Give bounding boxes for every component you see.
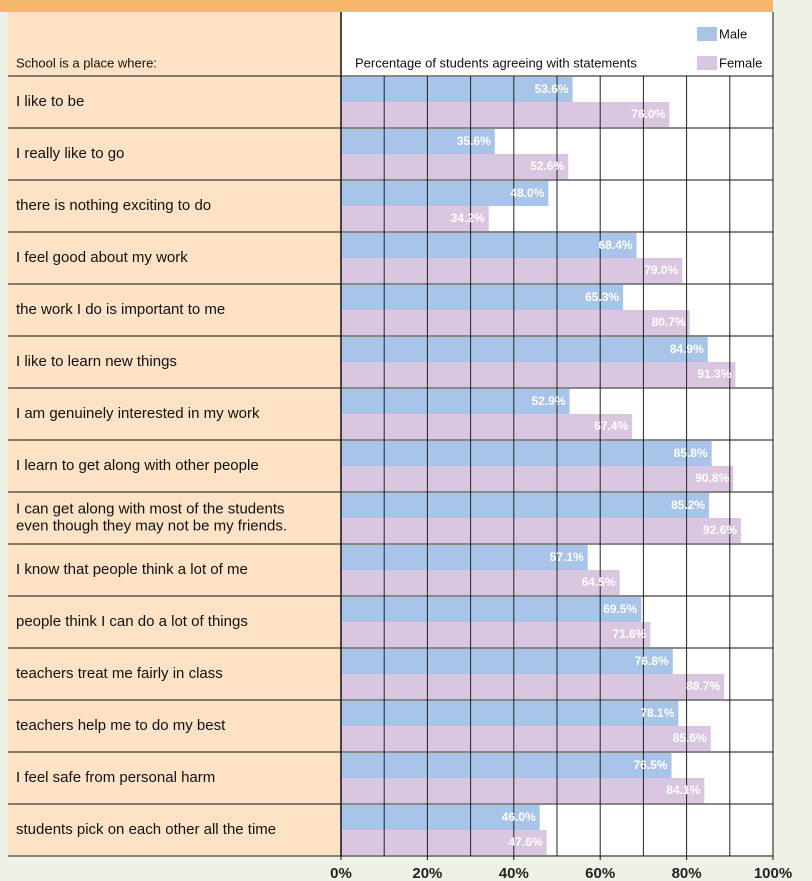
bar bbox=[341, 726, 711, 751]
category-label: there is nothing exciting to do bbox=[16, 197, 211, 214]
bar bbox=[341, 102, 670, 127]
top-strip bbox=[0, 0, 773, 12]
value-label: 46.0% bbox=[502, 810, 536, 824]
value-label: 92.6% bbox=[703, 523, 737, 537]
bar bbox=[341, 518, 742, 543]
category-label: teachers treat me fairly in class bbox=[16, 665, 223, 682]
bar bbox=[341, 493, 710, 518]
category-line: even though they may not be my friends. bbox=[16, 517, 287, 534]
category-column bbox=[8, 12, 341, 855]
category-label: students pick on each other all the time bbox=[16, 821, 276, 838]
value-label: 76.0% bbox=[631, 107, 665, 121]
value-label: 52.6% bbox=[530, 159, 564, 173]
category-label: the work I do is important to me bbox=[16, 301, 225, 318]
bar bbox=[341, 570, 620, 595]
value-label: 85.6% bbox=[673, 731, 707, 745]
bar bbox=[341, 285, 624, 310]
value-label: 64.5% bbox=[582, 575, 616, 589]
x-tick-label: 100% bbox=[754, 865, 792, 881]
category-line: I can get along with most of the student… bbox=[16, 500, 285, 517]
bar bbox=[341, 389, 570, 414]
value-label: 76.5% bbox=[633, 758, 667, 772]
value-label: 48.0% bbox=[510, 186, 544, 200]
legend-swatch bbox=[697, 27, 717, 41]
bar bbox=[341, 77, 573, 102]
bar bbox=[341, 597, 642, 622]
value-label: 65.3% bbox=[585, 290, 619, 304]
value-label: 68.4% bbox=[598, 238, 632, 252]
category-label: I really like to go bbox=[16, 145, 124, 162]
value-label: 76.8% bbox=[635, 654, 669, 668]
value-label: 47.6% bbox=[509, 835, 543, 849]
bar bbox=[341, 466, 734, 491]
category-label: I am genuinely interested in my work bbox=[16, 405, 260, 422]
bar bbox=[341, 649, 673, 674]
value-label: 35.6% bbox=[457, 134, 491, 148]
bar bbox=[341, 622, 651, 647]
bar bbox=[341, 778, 705, 803]
value-label: 69.5% bbox=[603, 602, 637, 616]
legend-label: Female bbox=[719, 55, 762, 70]
bar bbox=[341, 441, 712, 466]
bar bbox=[341, 310, 690, 335]
bar bbox=[341, 258, 683, 283]
x-tick-label: 80% bbox=[672, 865, 702, 881]
x-tick-label: 60% bbox=[585, 865, 615, 881]
category-label: I like to be bbox=[16, 93, 84, 110]
bar bbox=[341, 414, 633, 439]
x-tick-label: 20% bbox=[412, 865, 442, 881]
category-label: I feel safe from personal harm bbox=[16, 769, 215, 786]
value-label: 85.2% bbox=[671, 498, 705, 512]
category-label: people think I can do a lot of things bbox=[16, 613, 248, 630]
chart-title: Percentage of students agreeing with sta… bbox=[355, 55, 637, 70]
bar bbox=[341, 701, 679, 726]
category-label: I know that people think a lot of me bbox=[16, 561, 248, 578]
bar bbox=[341, 337, 708, 362]
value-label: 52.9% bbox=[531, 394, 565, 408]
category-label: I learn to get along with other people bbox=[16, 457, 259, 474]
legend-swatch bbox=[697, 56, 717, 70]
bar bbox=[341, 830, 547, 855]
bar bbox=[341, 545, 588, 570]
bar bbox=[341, 206, 489, 231]
value-label: 84.9% bbox=[670, 342, 704, 356]
value-label: 78.1% bbox=[640, 706, 674, 720]
value-label: 90.8% bbox=[695, 471, 729, 485]
bar bbox=[341, 753, 672, 778]
bar bbox=[341, 233, 637, 258]
value-label: 85.8% bbox=[674, 446, 708, 460]
bar bbox=[341, 129, 495, 154]
category-label: I feel good about my work bbox=[16, 249, 188, 266]
value-label: 84.1% bbox=[666, 783, 700, 797]
value-label: 91.3% bbox=[697, 367, 731, 381]
category-label: I like to learn new things bbox=[16, 353, 177, 370]
value-label: 88.7% bbox=[686, 679, 720, 693]
x-tick-label: 0% bbox=[330, 865, 352, 881]
value-label: 57.1% bbox=[550, 550, 584, 564]
bar bbox=[341, 805, 540, 830]
bar bbox=[341, 154, 569, 179]
category-label: teachers help me to do my best bbox=[16, 717, 226, 734]
category-header: School is a place where: bbox=[16, 55, 157, 70]
category-label: I can get along with most of the student… bbox=[16, 500, 287, 534]
bar bbox=[341, 674, 725, 699]
legend-label: Male bbox=[719, 26, 747, 41]
bar bbox=[341, 362, 736, 387]
x-tick-label: 40% bbox=[499, 865, 529, 881]
value-label: 34.2% bbox=[451, 211, 485, 225]
value-label: 80.7% bbox=[652, 315, 686, 329]
value-label: 71.6% bbox=[612, 627, 646, 641]
value-label: 53.6% bbox=[535, 82, 569, 96]
value-label: 79.0% bbox=[644, 263, 678, 277]
value-label: 67.4% bbox=[594, 419, 628, 433]
